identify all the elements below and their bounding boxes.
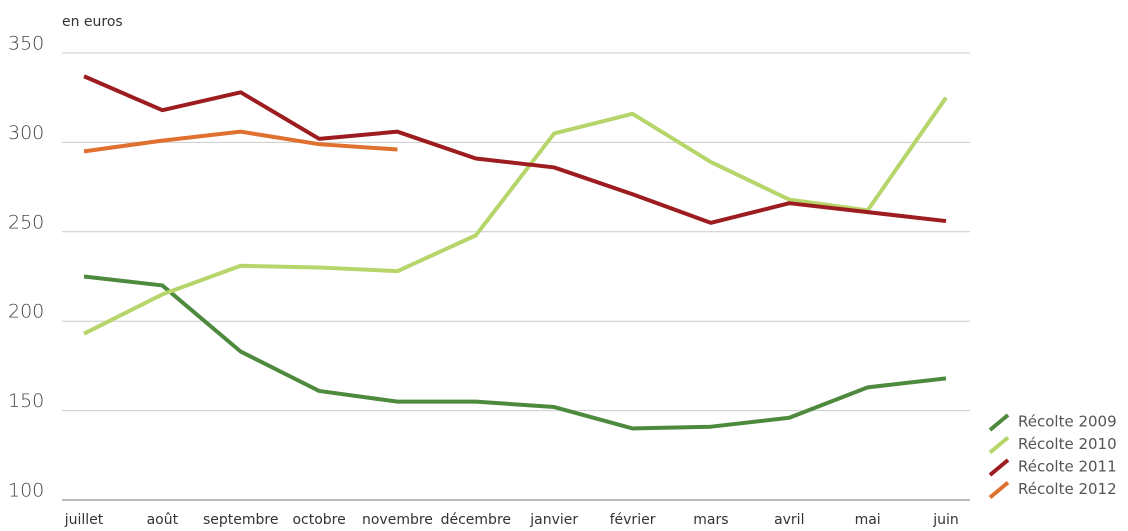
y-tick-label: 150: [8, 390, 44, 412]
x-tick-label: octobre: [292, 512, 345, 528]
y-tick-label: 300: [8, 122, 44, 144]
y-tick-label: 350: [8, 33, 44, 55]
x-tick-label: mai: [855, 512, 881, 528]
x-tick-label: juillet: [64, 512, 104, 528]
x-tick-label: juin: [932, 512, 959, 528]
x-tick-label: décembre: [441, 512, 511, 528]
x-tick-label: novembre: [362, 512, 433, 528]
legend-marker: [988, 413, 1010, 432]
x-tick-label: août: [147, 512, 179, 528]
x-tick-label: septembre: [203, 512, 278, 528]
x-tick-label: mars: [693, 512, 728, 528]
y-tick-label: 100: [8, 480, 44, 502]
y-tick-label: 200: [8, 301, 44, 323]
series-line: [83, 96, 948, 336]
y-axis-label: en euros: [62, 14, 123, 30]
legend-marker: [988, 435, 1010, 455]
legend-label: Récolte 2010: [1018, 435, 1117, 453]
series-line: [83, 274, 947, 431]
legend-label: Récolte 2011: [1018, 458, 1117, 476]
x-tick-label: février: [610, 512, 656, 528]
x-tick-label: avril: [774, 512, 804, 528]
series-line: [83, 129, 398, 154]
legend-label: Récolte 2009: [1018, 413, 1117, 431]
legend-marker: [988, 480, 1010, 500]
legend-marker: [988, 458, 1010, 477]
series-line: [83, 74, 947, 225]
legend-label: Récolte 2012: [1018, 480, 1117, 498]
y-tick-label: 250: [8, 211, 44, 233]
x-tick-label: janvier: [529, 512, 578, 528]
